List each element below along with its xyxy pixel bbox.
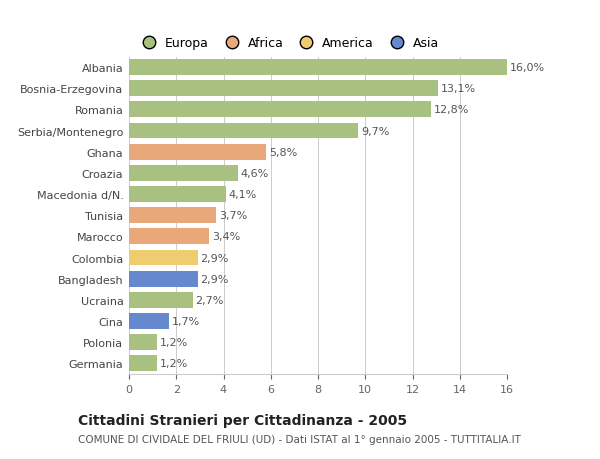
Text: 3,7%: 3,7%	[219, 211, 247, 221]
Text: 16,0%: 16,0%	[510, 63, 545, 73]
Text: 2,7%: 2,7%	[196, 295, 224, 305]
Bar	[129, 356, 157, 371]
Text: 1,7%: 1,7%	[172, 316, 200, 326]
Text: Cittadini Stranieri per Cittadinanza - 2005: Cittadini Stranieri per Cittadinanza - 2…	[78, 413, 407, 427]
Text: 1,2%: 1,2%	[160, 337, 188, 347]
Bar	[129, 250, 197, 266]
Bar	[129, 313, 169, 329]
Bar	[129, 145, 266, 160]
Bar	[129, 229, 209, 245]
Text: 2,9%: 2,9%	[200, 274, 229, 284]
Bar	[129, 81, 439, 97]
Text: 2,9%: 2,9%	[200, 253, 229, 263]
Bar	[129, 335, 157, 350]
Text: 4,6%: 4,6%	[241, 168, 269, 179]
Text: 13,1%: 13,1%	[442, 84, 476, 94]
Text: 5,8%: 5,8%	[269, 147, 297, 157]
Bar	[129, 187, 226, 202]
Text: 12,8%: 12,8%	[434, 105, 470, 115]
Bar	[129, 271, 197, 287]
Bar	[129, 166, 238, 181]
Bar	[129, 60, 507, 76]
Text: 1,2%: 1,2%	[160, 358, 188, 369]
Legend: Europa, Africa, America, Asia: Europa, Africa, America, Asia	[131, 32, 444, 55]
Bar	[129, 123, 358, 139]
Bar	[129, 292, 193, 308]
Text: 4,1%: 4,1%	[229, 190, 257, 200]
Text: 9,7%: 9,7%	[361, 126, 389, 136]
Bar	[129, 102, 431, 118]
Text: COMUNE DI CIVIDALE DEL FRIULI (UD) - Dati ISTAT al 1° gennaio 2005 - TUTTITALIA.: COMUNE DI CIVIDALE DEL FRIULI (UD) - Dat…	[78, 434, 521, 444]
Text: 3,4%: 3,4%	[212, 232, 241, 242]
Bar	[129, 208, 217, 224]
